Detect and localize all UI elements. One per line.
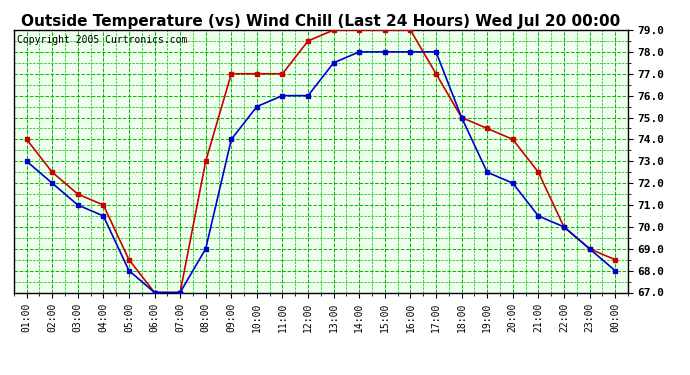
Text: Copyright 2005 Curtronics.com: Copyright 2005 Curtronics.com xyxy=(17,35,187,45)
Title: Outside Temperature (vs) Wind Chill (Last 24 Hours) Wed Jul 20 00:00: Outside Temperature (vs) Wind Chill (Las… xyxy=(21,14,620,29)
